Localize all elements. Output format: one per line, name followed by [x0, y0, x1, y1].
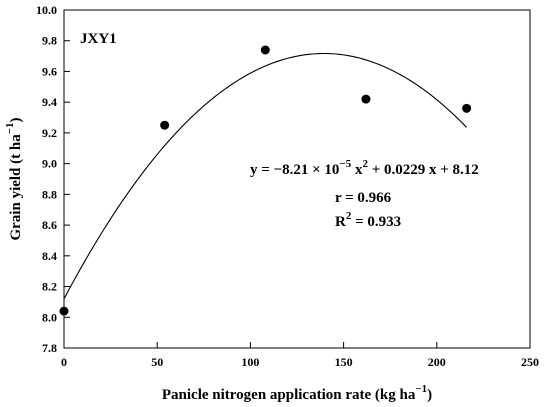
- fit-layer: [63, 52, 468, 300]
- x-axis-title: Panicle nitrogen application rate (kg ha…: [162, 383, 432, 403]
- data-point: [160, 120, 170, 130]
- r-squared-value: R2 = 0.933: [335, 210, 401, 230]
- y-tick-label: 8.6: [42, 218, 57, 232]
- y-tick-label: 9.2: [42, 126, 57, 140]
- y-title-text: Grain yield (t ha: [8, 134, 24, 241]
- y-tick-label: 8.4: [42, 249, 57, 263]
- data-point: [59, 306, 69, 316]
- points-layer: [59, 45, 472, 316]
- r2-exp: 2: [346, 210, 352, 222]
- x-tick-label: 250: [521, 355, 539, 369]
- y-title-close: ): [8, 117, 24, 122]
- ticks-layer: 0 50 100 150 200 250 7.8 8.0 8.2 8.4 8.6 8.8 9.0 9.2 9…: [36, 3, 539, 369]
- equation-lhs: y = −8.21 × 10: [250, 162, 339, 178]
- panel-label: JXY1: [80, 31, 117, 47]
- plot-frame: [63, 9, 531, 349]
- y-tick-label: 10.0: [36, 3, 57, 17]
- y-tick-label: 9.0: [42, 157, 57, 171]
- y-tick-label: 9.4: [42, 95, 57, 109]
- data-point: [462, 103, 472, 113]
- fit-equation: y = −8.21 × 10−5 x2 + 0.0229 x + 8.12: [250, 158, 479, 178]
- x-tick-label: 200: [428, 355, 446, 369]
- y-axis-title: Grain yield (t ha−1): [4, 117, 24, 240]
- fit-curve: [63, 52, 468, 300]
- y-tick-label: 8.0: [42, 310, 57, 324]
- x-tick-label: 150: [335, 355, 353, 369]
- y-tick-label: 8.2: [42, 280, 57, 294]
- y-tick-label: 9.8: [42, 34, 57, 48]
- r-value: r = 0.966: [335, 190, 392, 206]
- equation-rhs: + 0.0229 x + 8.12: [368, 162, 479, 178]
- x-title-sup: −1: [415, 383, 427, 395]
- y-title-sup: −1: [4, 122, 16, 134]
- r2-rest: = 0.933: [351, 214, 401, 230]
- x-title-close: ): [427, 387, 432, 403]
- x-title-text: Panicle nitrogen application rate (kg ha: [162, 387, 416, 403]
- y-tick-label: 8.8: [42, 187, 57, 201]
- y-tick-label: 7.8: [42, 341, 57, 355]
- data-point: [361, 94, 371, 104]
- equation-exp1: −5: [339, 158, 351, 170]
- x-tick-label: 50: [151, 355, 163, 369]
- x-tick-label: 0: [61, 355, 67, 369]
- y-tick-label: 9.6: [42, 64, 57, 78]
- r2-base: R: [335, 214, 346, 230]
- data-point: [260, 45, 270, 55]
- equation-exp2: 2: [362, 158, 368, 170]
- equation-mid: x: [351, 162, 363, 178]
- x-tick-label: 100: [241, 355, 259, 369]
